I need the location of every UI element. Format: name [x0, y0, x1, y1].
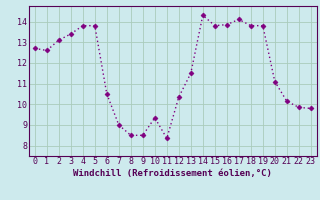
X-axis label: Windchill (Refroidissement éolien,°C): Windchill (Refroidissement éolien,°C)	[73, 169, 272, 178]
